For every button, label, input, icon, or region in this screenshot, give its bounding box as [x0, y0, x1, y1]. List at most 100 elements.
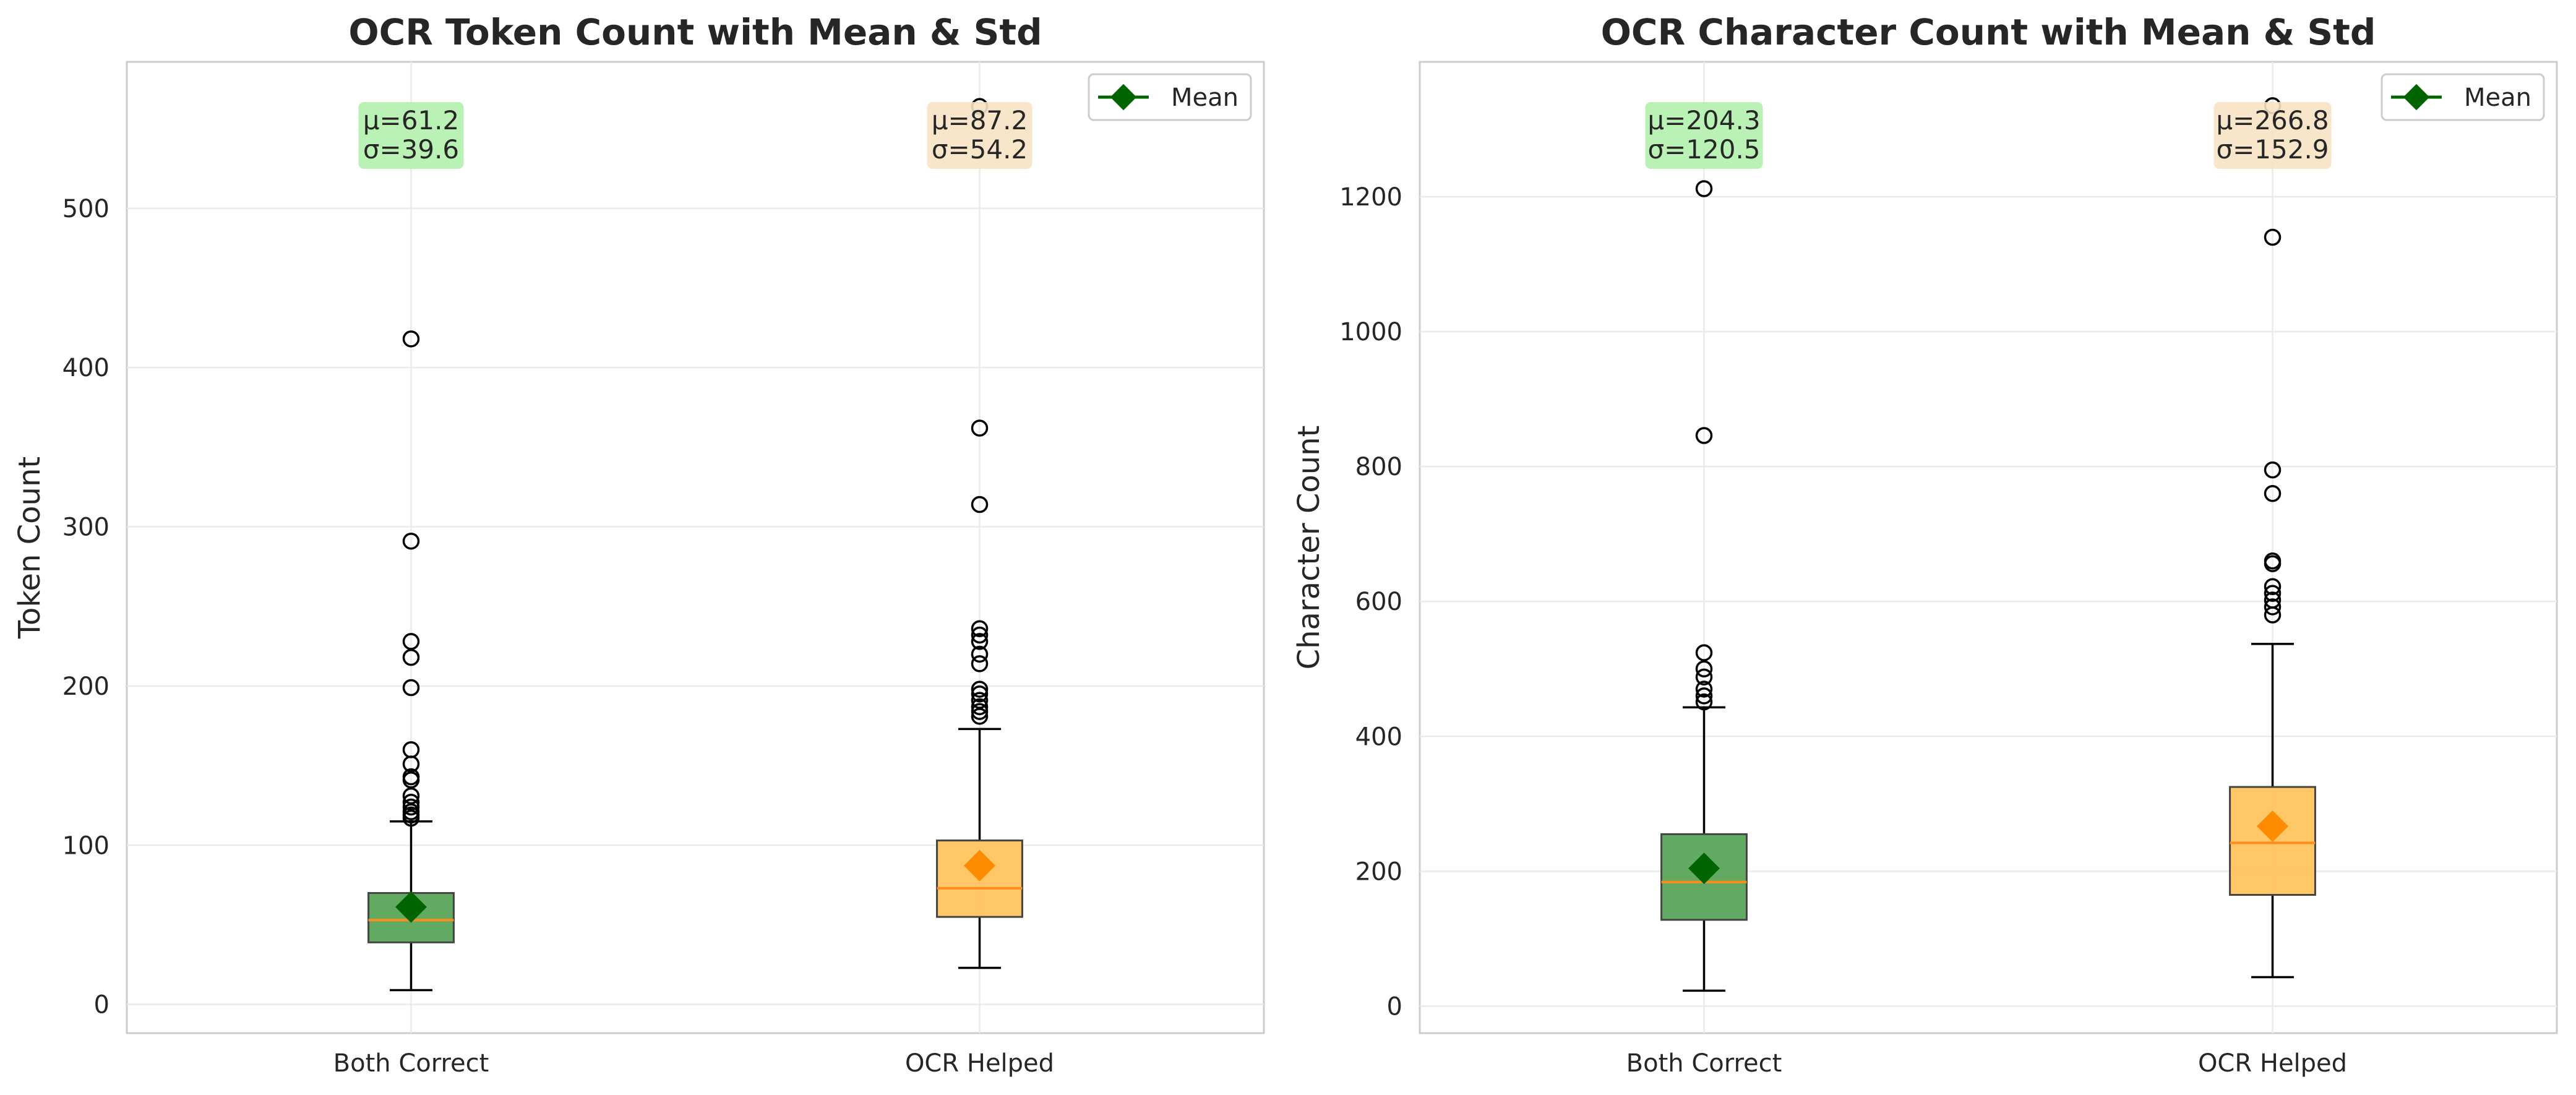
outlier-point	[402, 532, 420, 550]
outlier-point	[971, 496, 989, 513]
stat-labels-token: μ=61.2σ=39.6 μ=87.2σ=54.2	[358, 102, 1033, 169]
outlier-point	[971, 419, 989, 437]
mean-value-label: μ=266.8	[2216, 105, 2329, 135]
outlier-point	[971, 703, 989, 720]
mean-value-label: μ=87.2	[932, 105, 1028, 135]
outlier-point	[971, 633, 989, 650]
outlier-point	[1695, 644, 1713, 661]
box-both-correct	[1660, 180, 1748, 992]
outlier-point	[971, 645, 989, 663]
outlier-point	[1695, 180, 1713, 197]
outlier-point	[402, 794, 420, 811]
legend-label-character: Mean	[2464, 84, 2531, 112]
stat-label: μ=87.2σ=54.2	[927, 102, 1033, 169]
y-axis-label-character: Character Count	[1292, 426, 1326, 670]
stat-label-bg	[2213, 102, 2332, 169]
outlier-point	[971, 698, 989, 716]
outlier-point	[971, 655, 989, 672]
outlier-point	[402, 741, 420, 758]
outlier-point	[1695, 668, 1713, 686]
box-ocr-helped	[936, 98, 1023, 969]
y-tick-label: 500	[62, 195, 109, 223]
chart-title-token: OCR Token Count with Mean & Std	[348, 11, 1042, 53]
outlier-point	[1695, 660, 1713, 677]
outlier-point	[971, 626, 989, 644]
mean-value-label: μ=204.3	[1647, 105, 1760, 135]
y-tick-label: 200	[62, 672, 109, 701]
stat-label-bg	[1645, 102, 1763, 169]
outlier-point	[402, 633, 420, 650]
y-tick-label: 0	[1387, 992, 1402, 1021]
chart-title-character: OCR Character Count with Mean & Std	[1601, 11, 2376, 53]
y-ticks-character: 0 200 400 600 800 1000 1200	[1339, 183, 1402, 1021]
mean-marker	[964, 849, 995, 882]
outlier-point	[2264, 591, 2282, 609]
y-ticks-token: 0 100 200 300 400 500	[62, 195, 109, 1020]
outlier-point	[402, 768, 420, 786]
outlier-point	[2264, 552, 2282, 570]
grid-character	[1420, 62, 2557, 1033]
mean-marker	[395, 891, 427, 923]
y-tick-label: 400	[1355, 723, 1402, 751]
y-axis-label-token: Token Count	[12, 457, 47, 639]
boxes-token	[367, 98, 1023, 992]
legend-token: Mean	[1088, 73, 1252, 121]
boxes-character	[1660, 97, 2316, 992]
y-tick-label: 100	[62, 831, 109, 860]
outlier-point	[402, 330, 420, 348]
outlier-point	[971, 681, 989, 698]
outlier-point	[2264, 578, 2282, 595]
legend-diamond-icon	[1110, 84, 1137, 111]
x-tick-label: Both Correct	[333, 1049, 489, 1078]
stat-label-bg	[927, 102, 1033, 169]
x-ticks-character: Both Correct OCR Helped	[1626, 1049, 2347, 1078]
y-tick-label: 0	[94, 991, 109, 1020]
y-tick-label: 600	[1355, 588, 1402, 616]
y-tick-label: 1200	[1339, 183, 1402, 212]
y-tick-label: 1000	[1339, 318, 1402, 346]
stat-label: μ=61.2σ=39.6	[358, 102, 464, 169]
outlier-point	[1695, 687, 1713, 705]
y-tick-label: 800	[1355, 453, 1402, 481]
x-tick-label: OCR Helped	[905, 1049, 1054, 1078]
std-value-label: σ=152.9	[2216, 134, 2329, 165]
std-value-label: σ=120.5	[1647, 134, 1760, 165]
legend-label-token: Mean	[1171, 84, 1239, 112]
character-count-panel: 0 200 400 600 800 1000 1200 Both Correct OCR He…	[1292, 11, 2558, 1078]
outlier-point	[2264, 228, 2282, 246]
stat-label: μ=266.8σ=152.9	[2213, 102, 2332, 169]
outlier-point	[2264, 461, 2282, 479]
y-tick-label: 200	[1355, 857, 1402, 886]
outlier-point	[2264, 585, 2282, 602]
y-tick-label: 300	[62, 513, 109, 542]
y-tick-label: 400	[62, 354, 109, 382]
x-tick-label: Both Correct	[1626, 1049, 1782, 1078]
plot-area-token	[126, 61, 1265, 1034]
outlier-point	[402, 798, 420, 816]
outlier-point	[402, 679, 420, 697]
plot-area-character	[1419, 61, 2558, 1034]
std-value-label: σ=39.6	[363, 134, 459, 165]
outlier-point	[2264, 598, 2282, 616]
std-value-label: σ=54.2	[932, 134, 1028, 165]
outlier-point	[1695, 693, 1713, 711]
mean-value-label: μ=61.2	[363, 105, 459, 135]
stat-labels-character: μ=204.3σ=120.5 μ=266.8σ=152.9	[1645, 102, 2332, 169]
stat-label: μ=204.3σ=120.5	[1645, 102, 1763, 169]
outlier-point	[2264, 485, 2282, 502]
x-tick-label: OCR Helped	[2198, 1049, 2347, 1078]
legend-box-token	[1088, 73, 1252, 121]
outlier-point	[971, 685, 989, 703]
legend-character: Mean	[2381, 73, 2545, 121]
outlier-point	[1695, 681, 1713, 698]
outlier-point	[1695, 427, 1713, 444]
outlier-point	[971, 620, 989, 638]
outlier-point	[971, 692, 989, 709]
legend-box-character	[2381, 73, 2545, 121]
x-ticks-token: Both Correct OCR Helped	[333, 1049, 1054, 1078]
grid-token	[127, 62, 1264, 1033]
box-both-correct	[367, 330, 455, 992]
stat-label-bg	[358, 102, 464, 169]
